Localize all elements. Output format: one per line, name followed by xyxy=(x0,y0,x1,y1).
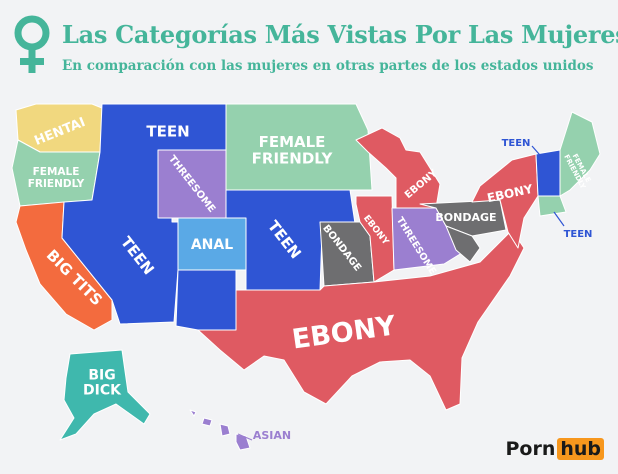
state-vermont xyxy=(535,149,561,197)
page-title: Las Categorías Más Vistas Por Las Mujere… xyxy=(62,20,618,49)
logo-text-part1: Porn xyxy=(505,438,556,460)
label-female-friendly-nw: FEMALE FRIENDLY xyxy=(28,166,85,190)
label-big-dick: BIG DICK xyxy=(83,367,122,398)
connector-asian xyxy=(237,433,253,441)
state-massachusetts xyxy=(537,195,567,217)
label-teen-mountain: TEEN xyxy=(146,123,189,141)
state-hawaii xyxy=(189,409,251,451)
header: Las Categorías Más Vistas Por Las Mujere… xyxy=(0,0,618,80)
state-south xyxy=(197,229,525,411)
state-alaska xyxy=(59,349,151,441)
state-west-virginia xyxy=(445,225,481,263)
state-new-mexico xyxy=(175,269,237,331)
page-subtitle: En comparación con las mujeres en otras … xyxy=(62,58,594,74)
connector-teen-ne-bottom xyxy=(553,211,565,227)
state-new-york xyxy=(471,153,539,249)
connector-teen-ne-top xyxy=(531,145,547,163)
label-bondage-east: BONDAGE xyxy=(435,211,496,224)
label-female-friendly-north: FEMALE FRIENDLY xyxy=(252,132,334,167)
state-michigan xyxy=(355,127,441,209)
label-teen-ne-bottom: TEEN xyxy=(564,229,593,240)
female-symbol-icon xyxy=(14,15,50,73)
pornhub-logo: Porn hub xyxy=(505,438,604,460)
label-teen-ne-top: TEEN xyxy=(502,138,531,149)
label-asian: ASIAN xyxy=(253,429,291,442)
state-north-plains xyxy=(225,103,373,191)
label-anal: ANAL xyxy=(191,237,233,253)
state-maine xyxy=(559,111,601,197)
logo-text-part2: hub xyxy=(557,438,604,460)
